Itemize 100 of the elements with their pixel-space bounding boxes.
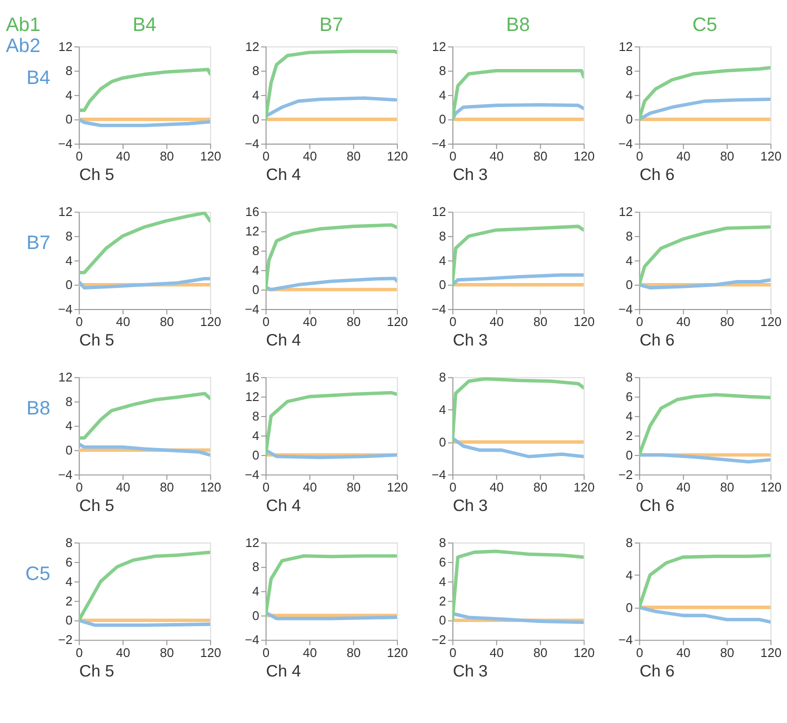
line-series: [452, 273, 584, 286]
x-tick-label: 0: [636, 646, 644, 660]
y-tick-label: 0: [626, 112, 633, 127]
x-tick-label: 120: [760, 646, 782, 660]
x-tick-label: 120: [760, 150, 782, 164]
y-tick-label: −4: [58, 468, 72, 482]
x-tick-label: 0: [449, 646, 456, 660]
y-tick-label: 8: [65, 394, 72, 409]
y-tick-label: 4: [65, 419, 72, 434]
x-tick-label: 120: [386, 646, 408, 660]
x-tick-label: 40: [116, 480, 130, 494]
line-series: [78, 392, 210, 440]
x-tick-label: 80: [720, 480, 734, 494]
line-series: [266, 554, 397, 618]
y-tick-label: 8: [252, 64, 260, 78]
y-tick-label: 0: [65, 443, 72, 458]
y-tick-label: 8: [439, 536, 446, 550]
y-tick-label: 12: [432, 205, 446, 220]
x-tick-label: 80: [720, 150, 734, 164]
x-tick-label: 40: [302, 646, 317, 660]
line-series: [266, 50, 397, 122]
x-tick-label: 120: [386, 315, 408, 330]
x-tick-label: 0: [262, 150, 270, 164]
x-tick-label: 80: [720, 646, 734, 660]
line-series: [639, 392, 770, 457]
y-tick-label: 12: [58, 370, 72, 385]
x-tick-label: 0: [636, 480, 644, 494]
line-series: [78, 118, 210, 128]
x-tick-label: 80: [533, 315, 548, 330]
x-axis-title: Ch 4: [266, 165, 301, 184]
x-tick-label: 40: [490, 315, 504, 330]
x-tick-label: 0: [449, 315, 456, 330]
x-tick-label: 80: [533, 646, 548, 660]
y-axis-title: B8: [26, 398, 50, 420]
x-tick-label: 0: [262, 646, 270, 660]
x-tick-label: 120: [200, 480, 222, 494]
x-tick-label: 40: [116, 150, 130, 164]
line-series: [452, 550, 584, 622]
y-tick-label: −4: [244, 633, 260, 648]
y-tick-label: 12: [432, 40, 446, 54]
x-tick-label: 80: [346, 150, 361, 164]
x-tick-label: 80: [160, 480, 174, 494]
y-tick-label: 12: [618, 205, 633, 220]
y-tick-label: 0: [439, 614, 446, 628]
line-series: [78, 550, 210, 622]
y-tick-label: 0: [65, 278, 72, 292]
x-tick-label: 80: [160, 646, 174, 660]
x-tick-label: 0: [449, 480, 456, 494]
y-tick-label: 8: [252, 244, 260, 258]
y-tick-label: −4: [432, 468, 446, 482]
y-tick-label: 4: [626, 568, 633, 582]
x-tick-label: 120: [386, 480, 408, 494]
x-tick-label: 40: [116, 315, 130, 330]
y-axis-title: C5: [25, 562, 50, 585]
x-tick-label: 120: [760, 315, 782, 330]
line-series: [266, 276, 397, 292]
x-tick-label: 0: [76, 315, 83, 330]
y-tick-label: 0: [626, 278, 633, 292]
line-series: [266, 448, 397, 460]
line-series: [639, 554, 770, 610]
x-axis-title: Ch 5: [79, 496, 114, 515]
y-tick-label: 4: [439, 254, 446, 268]
x-tick-label: 0: [449, 150, 456, 164]
y-tick-label: −4: [58, 302, 72, 316]
x-tick-label: 80: [346, 315, 361, 330]
y-tick-label: 0: [439, 435, 446, 450]
line-series: [452, 612, 584, 624]
y-tick-label: 0: [65, 112, 72, 127]
x-tick-label: 0: [76, 150, 83, 164]
y-tick-label: 4: [252, 264, 260, 278]
y-axis-title: B4: [26, 66, 50, 89]
y-tick-label: 12: [58, 40, 72, 54]
y-tick-label: −4: [618, 137, 633, 152]
y-tick-label: −2: [58, 633, 72, 648]
y-tick-label: 4: [252, 584, 260, 599]
x-axis-title: Ch 5: [79, 330, 114, 350]
y-tick-label: −4: [244, 137, 260, 152]
y-tick-label: 0: [65, 614, 72, 628]
x-tick-label: 120: [574, 646, 595, 660]
chart-title: B4: [132, 14, 157, 36]
y-tick-label: 8: [439, 64, 446, 78]
line-series: [452, 436, 584, 458]
line-series: [639, 66, 770, 122]
x-axis-title: Ch 6: [640, 330, 675, 350]
y-tick-label: 8: [439, 229, 446, 244]
x-axis-title: Ch 3: [452, 165, 488, 184]
x-tick-label: 80: [720, 315, 734, 330]
x-tick-label: 40: [490, 150, 504, 164]
x-tick-label: 0: [76, 480, 83, 494]
x-tick-label: 120: [200, 646, 222, 660]
y-tick-label: 0: [252, 608, 260, 623]
x-tick-label: 0: [76, 646, 83, 660]
x-axis-title: Ch 5: [79, 661, 114, 680]
line-series: [266, 391, 397, 457]
line-series: [452, 224, 584, 286]
y-tick-label: 16: [245, 205, 260, 220]
x-axis-title: Ch 3: [452, 330, 488, 350]
chart-title: C5: [692, 14, 718, 36]
line-series: [639, 453, 770, 464]
y-tick-label: 16: [245, 370, 260, 385]
